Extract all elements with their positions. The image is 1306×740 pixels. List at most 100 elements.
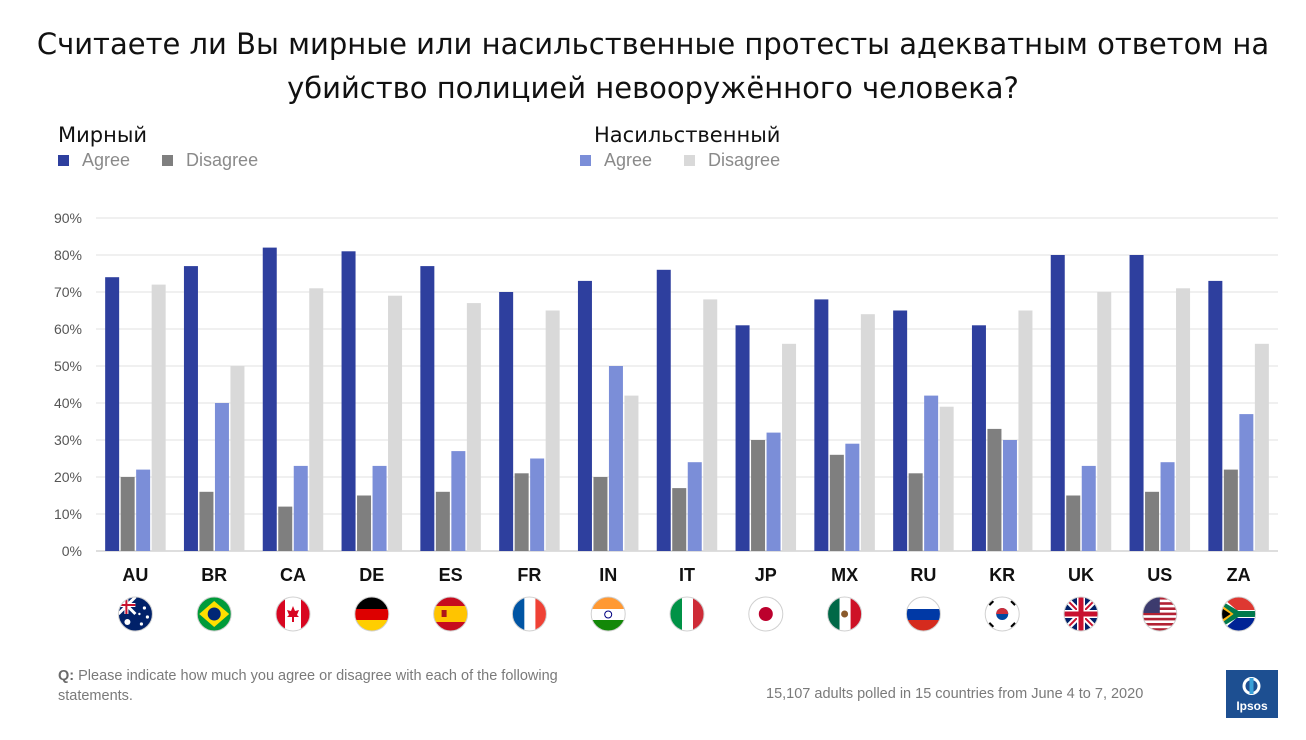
bar-peaceful-agree-ca [262, 247, 277, 551]
bar-peaceful-disagree-jp [751, 440, 766, 551]
bar-peaceful-disagree-za [1223, 469, 1238, 551]
bar-violent-disagree-za [1254, 343, 1269, 551]
bar-peaceful-agree-br [183, 266, 198, 551]
legend-swatch-violent-agree [580, 155, 591, 166]
x-category-label: CA [280, 565, 306, 585]
bar-violent-agree-us [1160, 462, 1175, 551]
bar-violent-agree-in [608, 366, 623, 551]
bar-violent-disagree-kr [1018, 310, 1033, 551]
bar-violent-disagree-mx [860, 314, 875, 551]
x-category-label: MX [831, 565, 858, 585]
uk-flag-icon [1063, 596, 1099, 632]
legend-swatch-peaceful-agree [58, 155, 69, 166]
bar-peaceful-agree-fr [499, 292, 514, 551]
ipsos-logo-mark-icon [1242, 677, 1261, 695]
bar-violent-agree-mx [845, 443, 860, 551]
bar-peaceful-agree-kr [971, 325, 986, 551]
y-tick-label: 70% [54, 284, 82, 300]
bar-peaceful-disagree-de [357, 495, 372, 551]
chart-title-line-1: Считаете ли Вы мирные или насильственные… [36, 27, 1270, 61]
bar-peaceful-agree-in [577, 280, 592, 551]
bar-violent-agree-uk [1081, 465, 1096, 551]
bar-peaceful-agree-za [1208, 280, 1223, 551]
bar-violent-agree-de [372, 465, 387, 551]
legend-item-peaceful-agree: Agree [58, 150, 130, 171]
x-category-label: US [1147, 565, 1172, 585]
x-category-label: ES [439, 565, 463, 585]
y-tick-label: 40% [54, 395, 82, 411]
survey-question: Q: Please indicate how much you agree or… [58, 666, 588, 706]
y-tick-label: 10% [54, 506, 82, 522]
legend-item-peaceful-disagree: Disagree [162, 150, 258, 171]
usa-flag-icon [1142, 596, 1178, 632]
y-tick-label: 30% [54, 432, 82, 448]
bar-violent-agree-it [687, 462, 702, 551]
x-category-label: IN [599, 565, 617, 585]
south-africa-flag-icon [1221, 596, 1257, 632]
bar-violent-disagree-de [388, 295, 403, 551]
south-korea-flag-icon [984, 596, 1020, 632]
bar-peaceful-disagree-it [672, 488, 687, 551]
legend-swatch-peaceful-disagree [162, 155, 174, 166]
bar-peaceful-disagree-uk [1066, 495, 1081, 551]
bar-violent-agree-fr [530, 458, 545, 551]
india-flag-icon [590, 596, 626, 632]
bar-peaceful-disagree-br [199, 491, 214, 551]
bar-violent-agree-ru [924, 395, 939, 551]
bar-violent-disagree-us [1176, 288, 1191, 551]
bar-peaceful-disagree-in [593, 477, 608, 551]
bar-violent-agree-au [136, 469, 151, 551]
survey-question-label: Q: [58, 668, 75, 684]
bar-violent-disagree-ca [309, 288, 324, 551]
bar-violent-disagree-uk [1097, 292, 1112, 551]
y-tick-label: 0% [62, 543, 82, 559]
bar-peaceful-disagree-au [120, 477, 135, 551]
legend-label-peaceful-agree: Agree [82, 150, 131, 170]
bar-chart: 0% 10% 20% 30% 40% 50% 60% 70% 80% 90% AU BR CA DE ES F… [54, 210, 1278, 632]
russia-flag-icon [905, 596, 941, 632]
bar-peaceful-agree-au [105, 277, 120, 551]
bar-violent-disagree-br [230, 366, 245, 551]
legend-item-violent-disagree: Disagree [684, 150, 780, 171]
bar-violent-disagree-es [466, 303, 481, 551]
legend-violent-title: Насильственный [594, 123, 781, 147]
x-category-label: JP [755, 565, 777, 585]
bar-violent-agree-kr [1002, 440, 1017, 551]
ipsos-logo-text: Ipsos [1236, 699, 1268, 713]
bar-violent-disagree-in [624, 395, 639, 551]
legend-peaceful: Мирный Agree Disagree [58, 122, 290, 171]
bar-violent-disagree-au [151, 284, 166, 551]
chart-title: Считаете ли Вы мирные или насильственные… [0, 22, 1306, 110]
bar-peaceful-agree-mx [814, 299, 829, 551]
legend-label-peaceful-disagree: Disagree [186, 150, 259, 170]
france-flag-icon [511, 596, 547, 632]
survey-question-text: Please indicate how much you agree or di… [58, 668, 558, 704]
bar-peaceful-disagree-us [1145, 491, 1160, 551]
bar-peaceful-agree-it [656, 269, 671, 551]
bar-peaceful-disagree-mx [829, 454, 844, 551]
bar-violent-agree-za [1239, 414, 1254, 551]
x-category-label: DE [359, 565, 384, 585]
bar-violent-agree-ca [293, 465, 308, 551]
mexico-flag-icon [827, 596, 863, 632]
bar-peaceful-agree-uk [1050, 255, 1065, 551]
legend-item-violent-agree: Agree [580, 150, 652, 171]
bar-violent-disagree-jp [782, 343, 797, 551]
chart-title-line-2: убийство полицией невооружённого человек… [287, 71, 1019, 105]
x-category-label: UK [1068, 565, 1094, 585]
x-category-label: ZA [1227, 565, 1251, 585]
bar-violent-disagree-ru [939, 406, 954, 551]
bar-violent-agree-es [451, 451, 466, 551]
bar-peaceful-disagree-es [435, 491, 450, 551]
bar-violent-agree-jp [766, 432, 781, 551]
bar-peaceful-disagree-ca [278, 506, 293, 551]
bar-peaceful-disagree-fr [514, 473, 529, 551]
ipsos-logo: Ipsos [1226, 670, 1278, 718]
bar-peaceful-agree-us [1129, 255, 1144, 551]
legend-label-violent-disagree: Disagree [708, 150, 781, 170]
bar-peaceful-disagree-kr [987, 428, 1002, 551]
legend-peaceful-title: Мирный [58, 123, 148, 147]
bar-violent-disagree-fr [545, 310, 560, 551]
bar-peaceful-agree-de [341, 251, 356, 552]
x-category-label: RU [910, 565, 936, 585]
